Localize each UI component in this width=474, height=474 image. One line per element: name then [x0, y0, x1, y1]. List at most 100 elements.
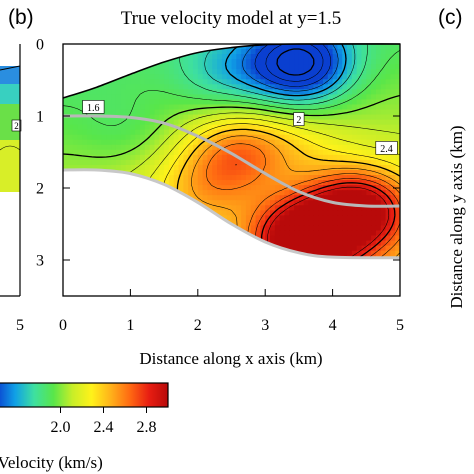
heatmap-cell: [82, 210, 88, 216]
heatmap-cell: [270, 114, 276, 121]
heatmap-cell: [101, 129, 107, 136]
heatmap-cell: [212, 220, 218, 227]
heatmap-cell: [202, 230, 209, 237]
heatmap-cell: [106, 225, 112, 232]
heatmap-cell: [198, 261, 203, 267]
heatmap-cell: [270, 286, 275, 292]
heatmap-cell: [174, 271, 179, 277]
heatmap-cell: [323, 261, 328, 267]
heatmap-cell: [318, 144, 324, 151]
heatmap-cell: [250, 255, 257, 258]
heatmap-cell: [333, 261, 338, 267]
heatmap-cell: [125, 119, 131, 126]
heatmap-cell: [337, 240, 343, 247]
heatmap-cell: [250, 119, 257, 126]
heatmap-cell: [390, 240, 396, 247]
heatmap-cell: [313, 129, 319, 136]
heatmap-cell: [385, 240, 391, 247]
heatmap-cell: [390, 250, 396, 257]
heatmap-cell: [255, 134, 261, 141]
heatmap-cell: [255, 215, 261, 221]
heatmap-cell: [67, 159, 74, 166]
heatmap-cell: [197, 185, 204, 191]
heatmap-cell: [375, 159, 382, 166]
heatmap-cell: [72, 159, 79, 166]
heatmap-cell: [279, 84, 286, 90]
heatmap-cell: [120, 59, 127, 65]
heatmap-cell: [337, 89, 343, 95]
heatmap-cell: [192, 89, 199, 95]
heatmap-cell: [232, 286, 237, 292]
heatmap-cell: [332, 49, 339, 55]
heatmap-cell: [144, 114, 151, 121]
heatmap-cell: [63, 84, 69, 90]
heatmap-cell: [202, 129, 209, 136]
heatmap-cell: [270, 49, 276, 55]
heatmap-cell: [236, 69, 242, 75]
heatmap-cell: [270, 195, 276, 201]
heatmap-cell: [255, 240, 261, 247]
heatmap-cell: [130, 245, 136, 252]
heatmap-cell: [347, 235, 353, 242]
heatmap-cell: [140, 185, 146, 191]
heatmap-cell: [289, 54, 295, 60]
heatmap-cell: [332, 44, 339, 50]
heatmap-cell: [140, 225, 146, 232]
heatmap-cell: [265, 225, 271, 232]
heatmap-cell: [226, 99, 233, 106]
heatmap-cell: [144, 104, 151, 111]
heatmap-cell: [236, 119, 242, 126]
heatmap-cell: [347, 230, 353, 237]
heatmap-cell: [371, 124, 377, 131]
heatmap-cell: [337, 215, 343, 221]
heatmap-cell: [322, 94, 329, 101]
heatmap-cell: [366, 94, 372, 101]
heatmap-cell: [82, 200, 88, 206]
heatmap-cell: [72, 190, 79, 196]
heatmap-cell: [294, 180, 300, 186]
heatmap-cell: [333, 286, 338, 292]
heatmap-cell: [303, 64, 310, 70]
heatmap-cell: [356, 49, 363, 55]
heatmap-cell: [337, 54, 343, 60]
heatmap-cell: [164, 74, 170, 80]
heatmap-cell: [221, 129, 228, 136]
heatmap-cell: [188, 250, 194, 257]
heatmap-cell: [255, 94, 261, 101]
heatmap-cell: [357, 271, 362, 277]
heatmap-cell: [318, 89, 324, 95]
heatmap-cell: [144, 230, 151, 237]
heatmap-cell: [366, 271, 371, 277]
heatmap-cell: [149, 54, 156, 60]
heatmap-cell: [168, 195, 175, 201]
heatmap-cell: [386, 286, 391, 292]
heatmap-cell: [337, 124, 343, 131]
heatmap-cell: [322, 205, 329, 211]
heatmap-cell: [236, 210, 242, 216]
heatmap-cell: [120, 200, 127, 206]
heatmap-cell: [385, 44, 391, 50]
heatmap-cell: [115, 144, 122, 151]
heatmap-cell: [270, 190, 276, 196]
heatmap-cell: [318, 235, 324, 242]
heatmap-cell: [67, 124, 74, 131]
heatmap-cell: [192, 64, 199, 70]
heatmap-cell: [77, 124, 83, 131]
heatmap-cell: [169, 261, 174, 267]
heatmap-cell: [207, 44, 213, 50]
heatmap-cell: [106, 245, 112, 252]
heatmap-cell: [265, 250, 271, 257]
heatmap-cell: [380, 180, 387, 186]
heatmap-cell: [303, 240, 310, 247]
heatmap-cell: [221, 64, 228, 70]
heatmap-cell: [63, 129, 69, 136]
heatmap-cell: [135, 200, 141, 206]
heatmap-cell: [149, 205, 156, 211]
heatmap-cell: [192, 215, 199, 221]
heatmap-cell: [375, 129, 382, 136]
heatmap-cell: [135, 104, 141, 111]
heatmap-cell: [260, 119, 266, 126]
heatmap-cell: [130, 271, 135, 277]
heatmap-cell: [347, 74, 353, 80]
heatmap-cell: [188, 190, 194, 196]
